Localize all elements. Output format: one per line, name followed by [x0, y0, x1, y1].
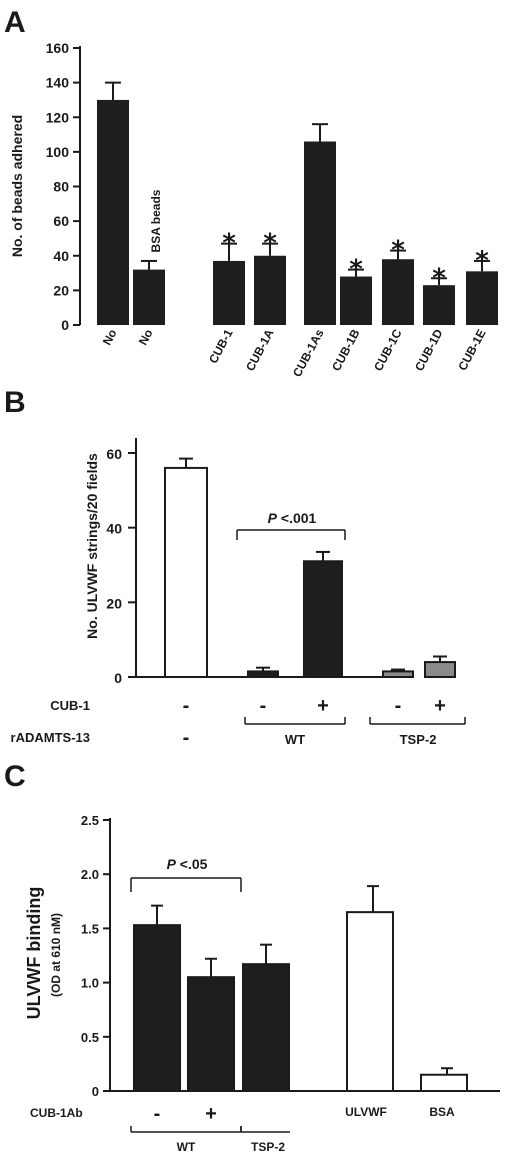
chart-b-cub1-sign: +: [317, 695, 329, 717]
chart-c-bar: [242, 963, 290, 1092]
chart-b-p-italic: P: [268, 510, 278, 526]
chart-a-category-label: No: [100, 327, 120, 348]
chart-a-significance-star: *: [263, 229, 277, 259]
chart-c-category-label: BSA: [429, 1105, 455, 1119]
chart-a-y-tick-label: 40: [53, 248, 69, 264]
panel-b-label: B: [4, 386, 26, 419]
chart-b-row-label-cub1: CUB-1: [50, 698, 90, 713]
chart-a-category-label: CUB-1C: [371, 327, 405, 374]
chart-c-bar: [187, 976, 235, 1092]
chart-a-y-axis-label: No. of beads adhered: [9, 115, 25, 257]
chart-b-bar: [424, 661, 456, 678]
chart-a-bar: [466, 271, 498, 325]
chart-a-category-label: CUB-1: [206, 327, 236, 366]
chart-c-cub1ab-sign: -: [154, 1103, 161, 1125]
chart-a-category-label: No: [136, 327, 156, 348]
chart-b-p-text: <.001: [277, 510, 317, 526]
chart-a-category-label: CUB-1As: [290, 327, 327, 380]
chart-a-category-label: CUB-1D: [412, 327, 446, 374]
chart-a-bar: [423, 285, 455, 325]
chart-b-bar: [303, 560, 343, 678]
chart-b-p-value: P <.001: [268, 510, 317, 526]
chart-c-y-axis-label: ULVWF binding: [24, 887, 44, 1020]
chart-b-row-label-radamts13: rADAMTS-13: [11, 730, 90, 745]
chart-c-y-tick-label: 1.0: [81, 976, 99, 991]
chart-c-row-label-cub1ab: CUB-1Ab: [30, 1106, 83, 1120]
chart-a-y-tick-label: 60: [53, 213, 69, 229]
chart-b-y-tick-label: 40: [106, 521, 122, 537]
chart-a-y-tick-label: 120: [46, 109, 70, 125]
chart-c-y-tick-label: 0.5: [81, 1030, 99, 1045]
chart-a-y-tick-label: 100: [46, 144, 70, 160]
panel-a-label: A: [4, 6, 26, 39]
chart-c: 0 0.5 1.0 1.5 2.0 2.5 CUB-1Ab - + WT TSP-2 ULVWF BS…: [24, 813, 500, 1154]
chart-c-y-tick-label: 2.5: [81, 813, 99, 828]
chart-a-y-tick-label: 140: [46, 75, 70, 91]
chart-b-y-tick-label: 20: [106, 595, 122, 611]
chart-a-bar: [133, 269, 165, 325]
chart-a-significance-star: *: [432, 263, 446, 293]
chart-a-bar: [213, 260, 245, 325]
chart-b-y-axis-label: No. ULVWF strings/20 fields: [84, 453, 100, 639]
panel-c-label: C: [4, 760, 26, 793]
chart-a-significance-star: *: [222, 229, 236, 259]
chart-a-y-tick-label: 80: [53, 179, 69, 195]
chart-a-significance-star: *: [475, 246, 489, 276]
chart-b-cub1-sign: -: [183, 695, 190, 717]
chart-a-bar: [97, 99, 129, 325]
chart-a-annotation-bsa-beads: BSA beads: [149, 189, 163, 252]
chart-b-bar: [247, 670, 279, 679]
chart-a-bar: [304, 141, 336, 325]
chart-c-cub1ab-sign: +: [205, 1103, 217, 1125]
chart-b-cub1-sign: -: [395, 695, 402, 717]
chart-c-y-axis-sublabel: (OD at 610 nM): [49, 913, 63, 997]
chart-b-group-label: -: [183, 727, 190, 749]
chart-b-group-label: WT: [285, 732, 305, 747]
chart-a-significance-star: *: [349, 255, 363, 285]
chart-b-y-tick-label: 60: [106, 446, 122, 462]
chart-a-category-label: CUB-1A: [243, 327, 277, 374]
chart-b-y-tick-label: 0: [114, 670, 122, 686]
chart-a-significance-star: *: [391, 236, 405, 266]
chart-c-bar: [346, 911, 394, 1093]
chart-b-cub1-sign: -: [260, 695, 267, 717]
chart-c-p-italic: P: [167, 856, 177, 872]
chart-a-bar: [254, 255, 286, 325]
chart-a-y-tick-label: 0: [61, 317, 69, 333]
chart-b-group-label: TSP-2: [400, 732, 437, 747]
chart-a-bar: [382, 259, 414, 325]
chart-c-group-label: TSP-2: [251, 1140, 285, 1154]
chart-b-cub1-sign: +: [434, 695, 446, 717]
chart-b-bar: [382, 670, 414, 679]
chart-b: 0 20 40 60 CUB-1 rADAMTS-13 - - + - + - WT TSP-2 No.…: [11, 438, 466, 749]
chart-b-bar: [164, 466, 208, 678]
chart-a-bar: [340, 276, 372, 325]
chart-c-p-text: <.05: [176, 856, 208, 872]
chart-c-y-tick-label: 2.0: [81, 867, 99, 882]
chart-c-y-tick-label: 0: [92, 1084, 99, 1099]
chart-a-y-tick-label: 160: [46, 40, 70, 56]
chart-c-bar: [420, 1073, 468, 1092]
chart-a-category-label: CUB-1E: [455, 327, 488, 373]
chart-c-y-tick-label: 1.5: [81, 921, 99, 936]
chart-c-bar: [133, 924, 181, 1093]
chart-c-p-value: P <.05: [167, 856, 208, 872]
chart-a-y-tick-label: 20: [53, 282, 69, 298]
chart-c-category-label: ULVWF: [345, 1105, 387, 1119]
chart-a-category-label: CUB-1B: [329, 327, 363, 374]
chart-c-group-label: WT: [177, 1140, 196, 1154]
